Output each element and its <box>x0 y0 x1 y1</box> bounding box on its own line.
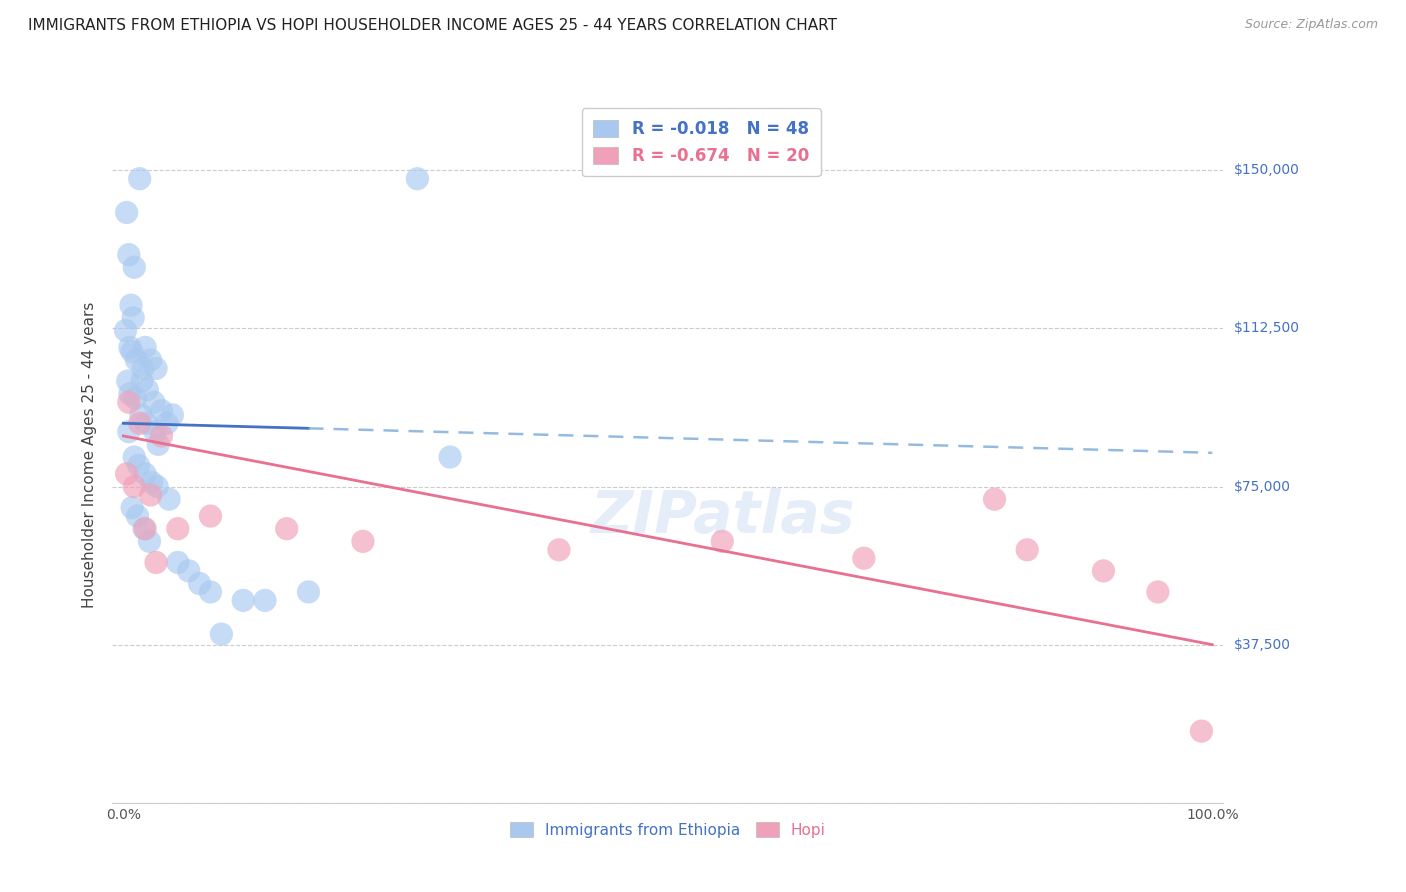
Y-axis label: Householder Income Ages 25 - 44 years: Householder Income Ages 25 - 44 years <box>82 301 97 608</box>
Point <box>177 564 200 578</box>
Point <box>122 310 145 325</box>
Text: $75,000: $75,000 <box>1234 480 1291 493</box>
Point <box>1017 542 1039 557</box>
Point <box>134 467 156 481</box>
Point <box>129 408 152 422</box>
Point <box>122 479 145 493</box>
Point <box>139 353 162 368</box>
Point <box>128 458 150 473</box>
Point <box>148 437 170 451</box>
Point <box>132 361 155 376</box>
Text: Source: ZipAtlas.com: Source: ZipAtlas.com <box>1244 18 1378 31</box>
Point <box>145 556 167 570</box>
Point <box>136 383 159 397</box>
Point <box>135 417 157 431</box>
Point <box>188 576 211 591</box>
Point <box>162 408 184 422</box>
Point <box>115 205 138 219</box>
Point <box>125 353 148 368</box>
Point <box>406 171 429 186</box>
Point <box>200 585 222 599</box>
Point <box>150 429 173 443</box>
Point <box>852 551 875 566</box>
Point <box>157 492 180 507</box>
Point <box>117 374 139 388</box>
Text: ZIPatlas: ZIPatlas <box>591 488 855 544</box>
Point <box>128 171 150 186</box>
Point <box>1092 564 1115 578</box>
Point <box>150 403 173 417</box>
Point <box>122 260 145 275</box>
Point <box>114 324 136 338</box>
Point <box>128 417 150 431</box>
Point <box>166 522 188 536</box>
Point <box>352 534 374 549</box>
Text: $37,500: $37,500 <box>1234 638 1291 652</box>
Point <box>1147 585 1170 599</box>
Point <box>253 593 276 607</box>
Point <box>121 344 143 359</box>
Point <box>711 534 734 549</box>
Point <box>297 585 319 599</box>
Point <box>145 361 167 376</box>
Point <box>439 450 461 464</box>
Point <box>118 340 141 354</box>
Point <box>138 534 160 549</box>
Point <box>146 479 169 493</box>
Point <box>122 450 145 464</box>
Text: IMMIGRANTS FROM ETHIOPIA VS HOPI HOUSEHOLDER INCOME AGES 25 - 44 YEARS CORRELATI: IMMIGRANTS FROM ETHIOPIA VS HOPI HOUSEHO… <box>28 18 837 33</box>
Point <box>134 522 156 536</box>
Text: $150,000: $150,000 <box>1234 163 1301 178</box>
Point <box>118 386 141 401</box>
Point <box>118 247 141 261</box>
Point <box>209 627 232 641</box>
Point <box>124 391 146 405</box>
Point <box>156 417 179 431</box>
Point <box>121 500 143 515</box>
Point <box>143 425 166 439</box>
Point <box>200 509 222 524</box>
Point <box>1191 724 1213 739</box>
Point <box>127 509 149 524</box>
Point <box>134 340 156 354</box>
Legend: Immigrants from Ethiopia, Hopi: Immigrants from Ethiopia, Hopi <box>503 815 832 844</box>
Point <box>983 492 1005 507</box>
Point <box>139 488 162 502</box>
Point <box>548 542 571 557</box>
Point <box>142 395 165 409</box>
Point <box>118 425 141 439</box>
Point <box>118 395 141 409</box>
Point <box>132 522 155 536</box>
Point <box>276 522 298 536</box>
Point <box>232 593 254 607</box>
Point <box>120 298 142 312</box>
Point <box>131 374 153 388</box>
Point <box>141 475 163 490</box>
Point <box>115 467 138 481</box>
Point <box>166 556 188 570</box>
Text: $112,500: $112,500 <box>1234 321 1301 335</box>
